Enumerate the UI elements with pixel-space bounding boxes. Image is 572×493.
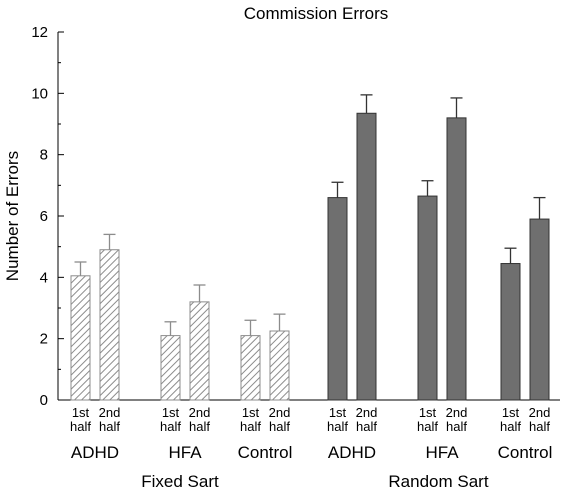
half-label: half	[189, 419, 210, 434]
chart-title: Commission Errors	[244, 4, 389, 23]
bar	[356, 112, 377, 401]
half-label: 2nd	[529, 405, 551, 420]
bar	[99, 249, 120, 401]
half-label: 2nd	[269, 405, 291, 420]
half-label: half	[99, 419, 120, 434]
half-label: 1st	[162, 405, 180, 420]
half-label: 2nd	[356, 405, 378, 420]
group-label: Control	[498, 443, 553, 462]
half-label: 1st	[72, 405, 90, 420]
bars-layer	[70, 94, 550, 401]
half-label: 2nd	[99, 405, 121, 420]
half-label: half	[327, 419, 348, 434]
y-tick-label: 10	[31, 85, 48, 102]
half-label: 1st	[242, 405, 260, 420]
bar	[327, 197, 348, 401]
y-tick-label: 2	[40, 331, 48, 348]
half-label: half	[240, 419, 261, 434]
half-label: 2nd	[446, 405, 468, 420]
condition-label: Fixed Sart	[141, 472, 219, 491]
half-label: half	[500, 419, 521, 434]
half-label: half	[160, 419, 181, 434]
group-label: ADHD	[328, 443, 376, 462]
half-label: 1st	[419, 405, 437, 420]
bar	[269, 330, 290, 401]
bar	[240, 335, 261, 401]
bar	[160, 335, 181, 401]
y-tick-label: 8	[40, 147, 48, 164]
bar	[446, 117, 467, 401]
x-labels-layer: 1sthalf2ndhalfADHD1sthalf2ndhalfHFA1stha…	[70, 405, 552, 491]
half-label: half	[417, 419, 438, 434]
y-axis-label: Number of Errors	[3, 151, 22, 281]
half-label: 1st	[329, 405, 347, 420]
y-tick-label: 12	[31, 24, 48, 41]
group-label: HFA	[168, 443, 202, 462]
half-label: 1st	[502, 405, 520, 420]
bar	[529, 218, 550, 401]
half-label: half	[446, 419, 467, 434]
bar	[189, 301, 210, 401]
bar	[70, 275, 91, 401]
half-label: half	[269, 419, 290, 434]
half-label: half	[70, 419, 91, 434]
y-tick-label: 0	[40, 392, 48, 409]
group-label: ADHD	[71, 443, 119, 462]
axes: 0 2 4 6 8 10 12	[31, 24, 560, 409]
bar	[500, 263, 521, 401]
condition-label: Random Sart	[388, 472, 488, 491]
half-label: half	[356, 419, 377, 434]
y-tick-label: 4	[40, 269, 48, 286]
half-label: 2nd	[189, 405, 211, 420]
y-tick-label: 6	[40, 208, 48, 225]
group-label: HFA	[425, 443, 459, 462]
half-label: half	[529, 419, 550, 434]
bar	[417, 195, 438, 401]
group-label: Control	[238, 443, 293, 462]
